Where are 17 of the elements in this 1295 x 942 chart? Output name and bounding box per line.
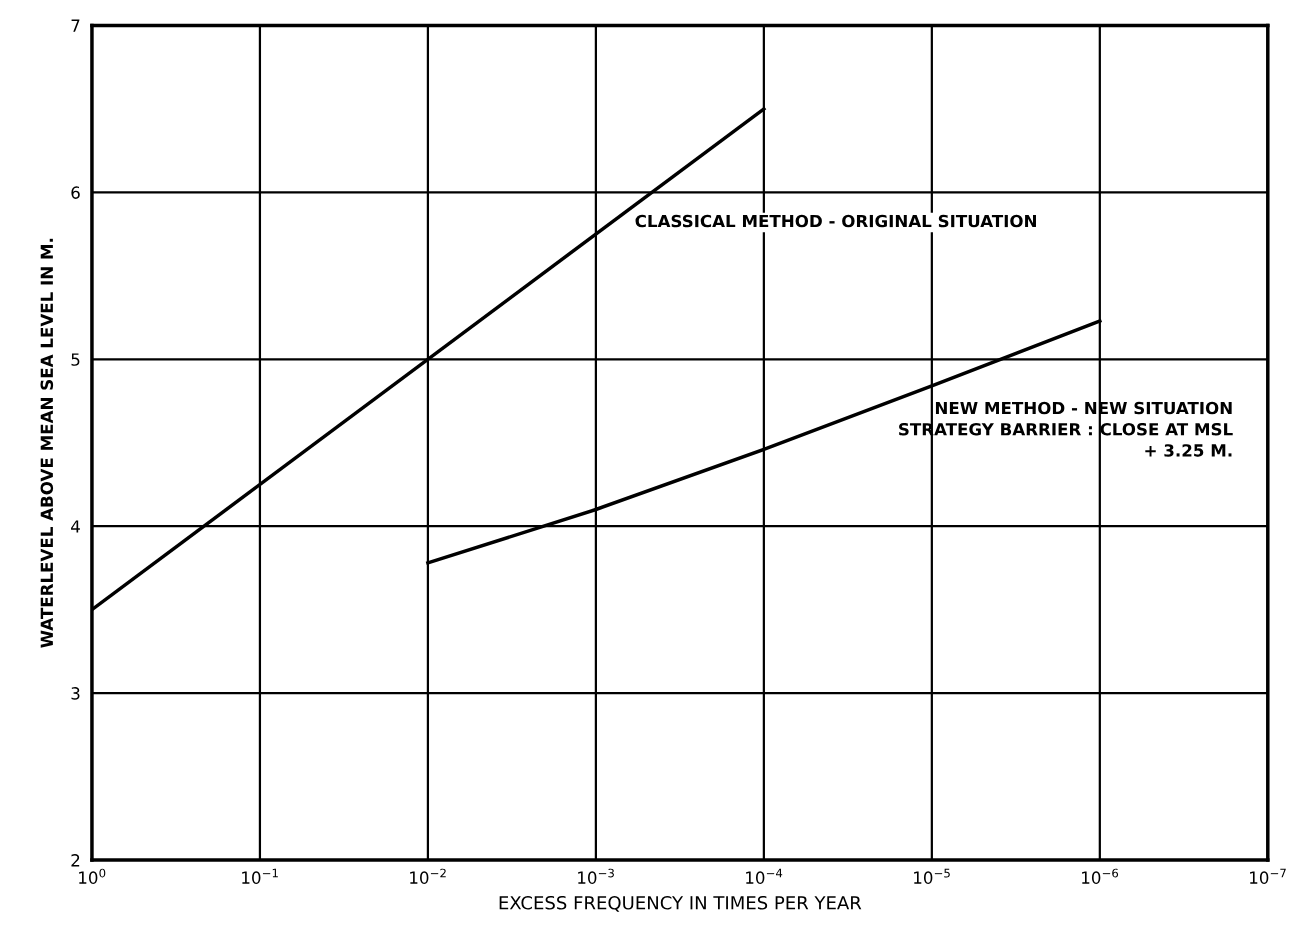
x-tick-label: 10$^{−2}$: [410, 868, 446, 884]
series-label: CLASSICAL METHOD - ORIGINAL SITUATION: [635, 214, 1036, 228]
y-tick-label: 2: [71, 854, 80, 867]
x-tick-label: 10$^{−5}$: [914, 868, 950, 884]
x-tick-label: 10$^{−4}$: [746, 868, 783, 884]
y-tick-label: 5: [71, 353, 80, 366]
y-tick-label: 4: [71, 520, 80, 533]
x-tick-label: 10$^{−6}$: [1082, 868, 1119, 884]
x-tick-label: 10$^{−1}$: [242, 868, 278, 884]
y-tick-label: 3: [71, 687, 80, 700]
x-axis-title: EXCESS FREQUENCY IN TIMES PER YEAR: [499, 895, 862, 912]
y-axis-title: WATERLEVEL ABOVE MEAN SEA LEVEL IN M.: [40, 238, 54, 648]
y-tick-label: 6: [71, 186, 80, 199]
y-tick-label: 7: [71, 19, 80, 32]
x-tick-label: 10$^{−7}$: [1250, 868, 1286, 884]
x-tick-label: 10$^{−3}$: [578, 868, 614, 884]
x-tick-label: 10$^{0}$: [79, 868, 106, 884]
